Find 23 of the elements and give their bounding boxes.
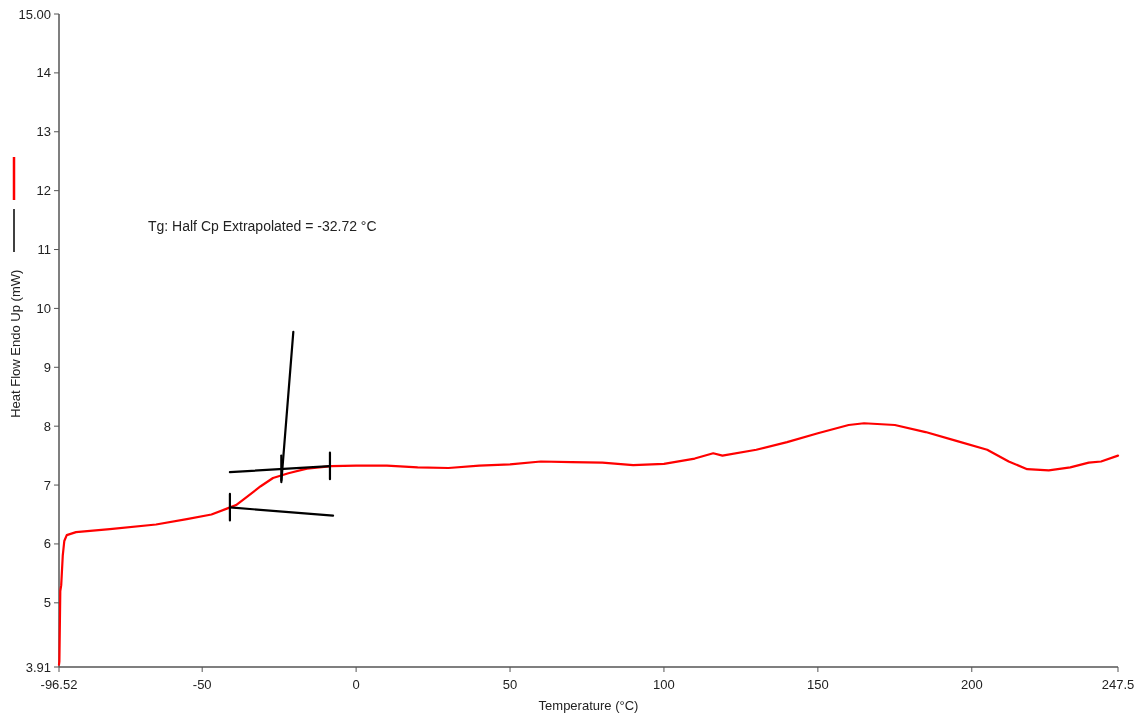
y-tick-label: 14 — [36, 65, 51, 81]
y-tick-label: 6 — [43, 536, 51, 552]
x-tick-label: -50 — [192, 677, 212, 692]
y-tick-label: 3.91 — [25, 659, 51, 675]
annotation: Tg: Half Cp Extrapolated = -32.72 °C — [148, 218, 377, 234]
x-tick-label: 150 — [807, 677, 829, 692]
y-tick-label: 13 — [36, 124, 51, 140]
x-tick-label: 200 — [960, 677, 983, 692]
x-tick-label: 50 — [502, 677, 518, 692]
y-tick-label: 9 — [43, 359, 51, 375]
x-tick-label: 100 — [653, 677, 675, 692]
y-tick-label: 5 — [43, 595, 51, 611]
y-tick-label: 7 — [43, 477, 51, 493]
x-axis-title: Temperature (°C) — [538, 698, 639, 713]
x-tick-label: -96.52 — [40, 677, 78, 692]
x-tick-label: 0 — [352, 677, 360, 692]
y-tick-label: 12 — [36, 183, 51, 199]
y-tick-label: 11 — [37, 242, 51, 258]
y-axis-title: Heat Flow Endo Up (mW) — [8, 269, 23, 418]
y-tick-label: 15.00 — [18, 6, 51, 22]
y-tick-label: 10 — [36, 300, 51, 316]
x-tick-label: 247.5 — [1101, 677, 1135, 692]
y-tick-label: 8 — [43, 418, 51, 434]
